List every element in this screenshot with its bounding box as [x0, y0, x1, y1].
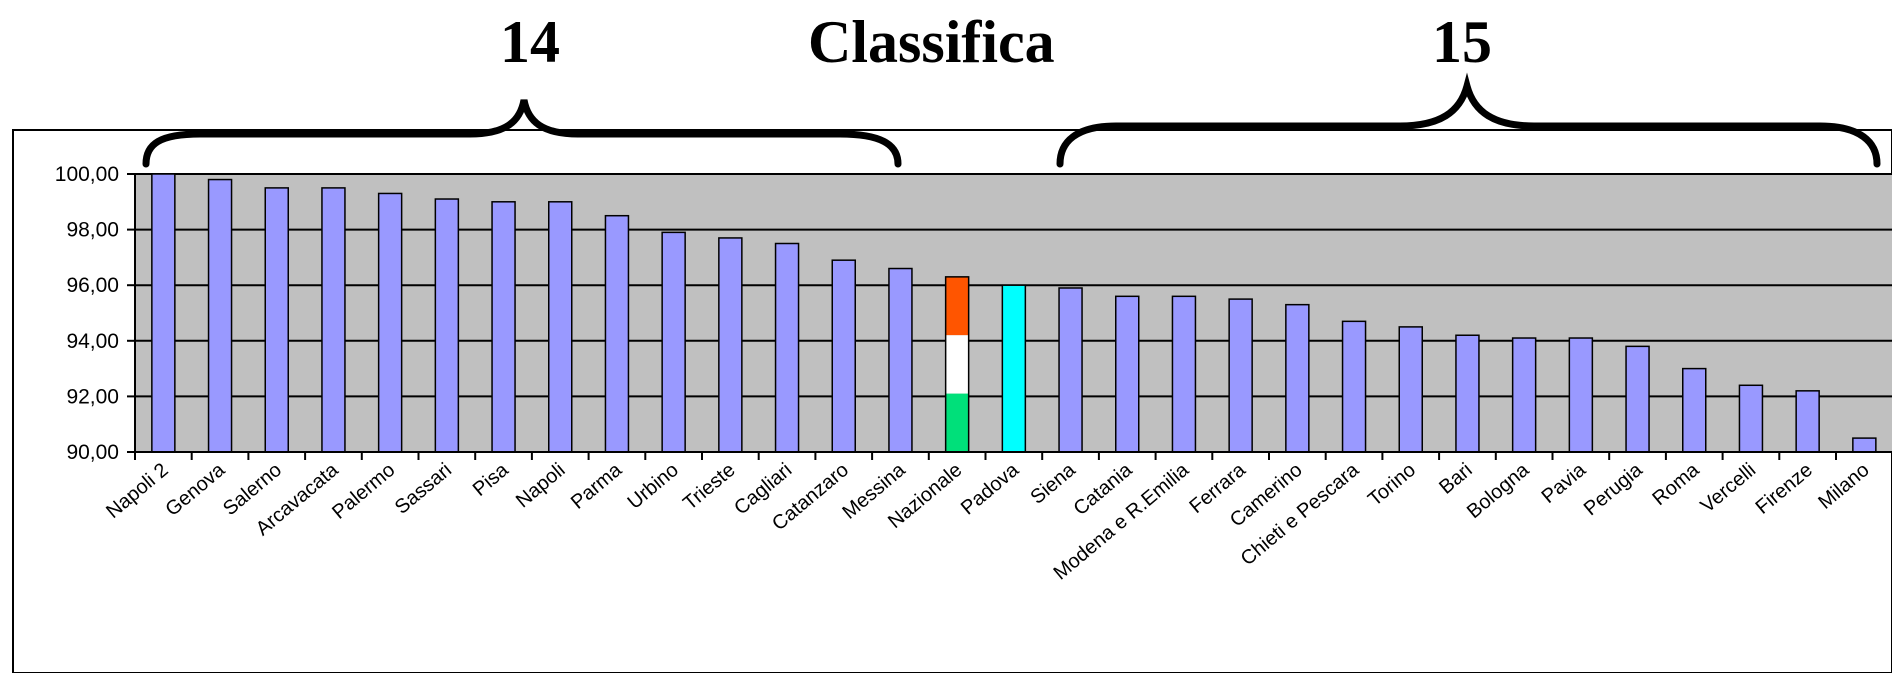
- bar: [604, 214, 630, 453]
- bar: [1058, 287, 1083, 453]
- bar-flag-segment: [945, 335, 969, 394]
- left-group-count: 14: [500, 9, 560, 75]
- chart-title: Classifica: [808, 9, 1055, 75]
- bar: [1852, 437, 1877, 453]
- bar: [1398, 326, 1423, 453]
- bar: [1568, 337, 1594, 453]
- bar: [1171, 295, 1197, 453]
- y-axis-ticks: 90,00 92,00 94,00 96,00 98,00 100,00: [55, 163, 119, 464]
- y-tick-label: 92,00: [66, 385, 119, 408]
- bar: [264, 187, 289, 453]
- bar: [1228, 298, 1253, 453]
- bar: [377, 192, 403, 453]
- bar: [661, 231, 686, 453]
- bar: [1341, 320, 1367, 453]
- bar: [1511, 337, 1537, 453]
- bar: [1115, 295, 1140, 453]
- bar: [207, 178, 233, 453]
- bar: [548, 201, 573, 453]
- bar: [1285, 303, 1310, 453]
- bar: [491, 201, 516, 453]
- y-tick-label: 94,00: [66, 330, 119, 353]
- bar: [434, 198, 460, 453]
- bar: [1455, 334, 1480, 453]
- bar: [1795, 390, 1820, 453]
- axes: [134, 174, 1892, 460]
- bar: [151, 173, 176, 453]
- y-tick-label: 100,00: [55, 163, 119, 186]
- bar: [1625, 345, 1650, 453]
- bar: [1682, 367, 1707, 453]
- right-group-count: 15: [1432, 9, 1492, 75]
- y-tick-label: 98,00: [66, 219, 119, 242]
- y-tick-label: 90,00: [66, 441, 119, 464]
- y-tick-label: 96,00: [66, 274, 119, 297]
- bar: [321, 187, 346, 453]
- left-group-brace: [142, 99, 902, 168]
- bar: [1001, 284, 1027, 453]
- bar: [718, 237, 743, 453]
- bar: [774, 242, 800, 453]
- bar: [888, 267, 913, 453]
- bar: [1738, 384, 1764, 453]
- bar-flag-segment: [945, 393, 969, 452]
- bar-flag-segment: [945, 276, 969, 336]
- right-group-brace: [1056, 72, 1881, 168]
- bar: [831, 259, 856, 453]
- bars: [151, 173, 1877, 453]
